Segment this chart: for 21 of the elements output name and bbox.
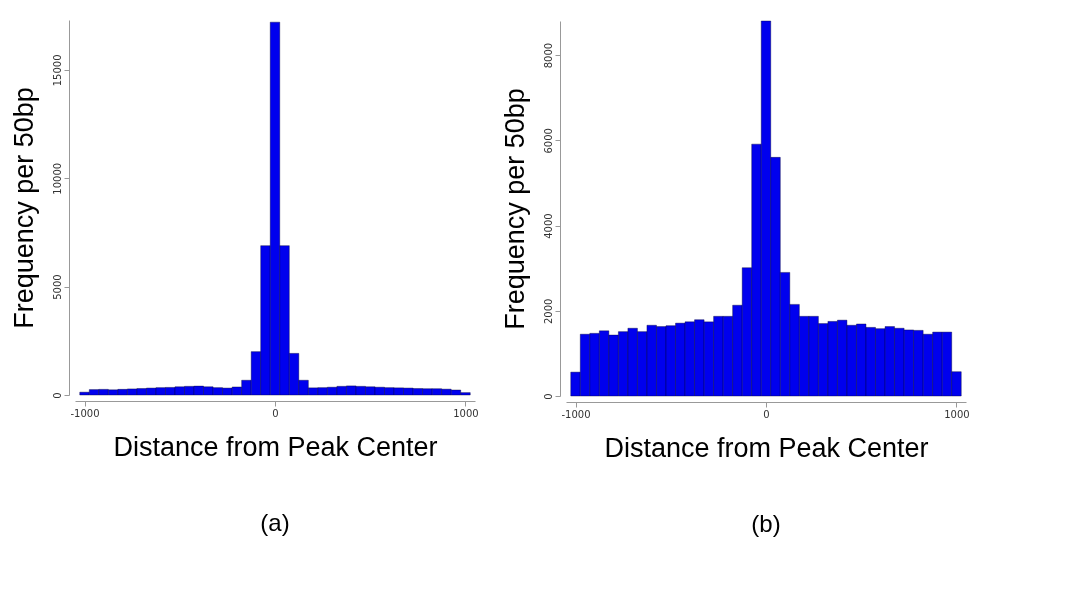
y-tick-label: 8000 <box>542 42 554 69</box>
x-tick-label: 1000 <box>453 407 479 419</box>
y-tick-label: 6000 <box>542 128 554 154</box>
x-tick-label: -1000 <box>70 407 100 419</box>
y-tick-label: 10000 <box>51 162 63 195</box>
y-tick-label: 2000 <box>542 298 554 324</box>
y-tick-label: 15000 <box>51 54 63 87</box>
text: (b) <box>751 510 781 537</box>
y-tick-label: 0 <box>542 393 554 400</box>
text: (a) <box>260 509 290 536</box>
y-axis-title: Frequency per 50bp <box>499 88 530 330</box>
x-tick-label: 0 <box>272 407 279 419</box>
y-axis-title: Frequency per 50bp <box>8 87 39 329</box>
y-tick-label: 4000 <box>542 213 554 239</box>
y-tick-label: 0 <box>51 392 63 399</box>
x-axis-title: Distance from Peak Center <box>604 432 929 463</box>
x-tick-label: -1000 <box>561 408 591 420</box>
x-tick-label: 0 <box>763 408 770 420</box>
y-tick-label: 5000 <box>51 274 63 300</box>
x-axis-title: Distance from Peak Center <box>113 431 438 462</box>
x-tick-label: 1000 <box>944 408 970 420</box>
